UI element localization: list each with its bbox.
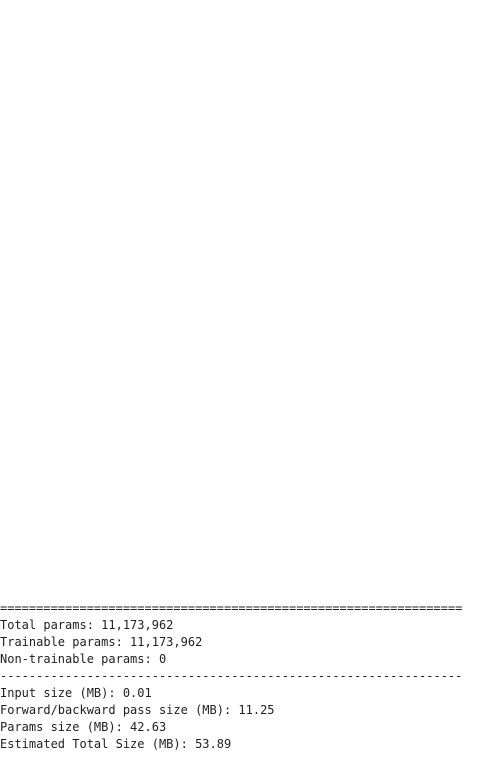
trainable-params-text: Trainable params: 11,173,962: [0, 635, 203, 649]
total-params-text: Total params: 11,173,962: [0, 618, 174, 632]
params-size: Params size (MB): 42.63: [0, 719, 166, 736]
non-trainable-params-text: Non-trainable params: 0: [0, 652, 167, 666]
separator-single: ----------------------------------------…: [0, 668, 462, 685]
pass-size-text: Forward/backward pass size (MB): 11.25: [0, 703, 275, 717]
separator-double: ========================================…: [0, 600, 462, 617]
input-size: Input size (MB): 0.01: [0, 685, 152, 702]
separator-text: ----------------------------------------…: [0, 669, 463, 683]
separator-text: ========================================…: [0, 601, 463, 615]
trainable-params: Trainable params: 11,173,962: [0, 634, 202, 651]
total-size: Estimated Total Size (MB): 53.89: [0, 736, 231, 753]
params-size-text: Params size (MB): 42.63: [0, 720, 167, 734]
input-size-text: Input size (MB): 0.01: [0, 686, 152, 700]
total-params: Total params: 11,173,962: [0, 617, 173, 634]
total-size-text: Estimated Total Size (MB): 53.89: [0, 737, 232, 751]
non-trainable-params: Non-trainable params: 0: [0, 651, 166, 668]
pass-size: Forward/backward pass size (MB): 11.25: [0, 702, 275, 719]
